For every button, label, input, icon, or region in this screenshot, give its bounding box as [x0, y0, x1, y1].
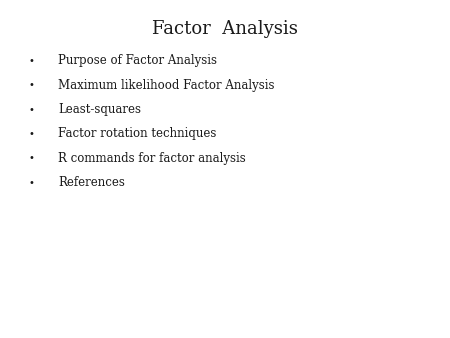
Text: Least-squares: Least-squares — [58, 103, 141, 116]
Text: •: • — [28, 177, 35, 188]
Text: Factor rotation techniques: Factor rotation techniques — [58, 127, 217, 140]
Text: References: References — [58, 176, 126, 189]
Text: Maximum likelihood Factor Analysis: Maximum likelihood Factor Analysis — [58, 79, 275, 92]
Text: •: • — [28, 104, 35, 115]
Text: •: • — [28, 56, 35, 66]
Text: R commands for factor analysis: R commands for factor analysis — [58, 152, 246, 165]
Text: •: • — [28, 129, 35, 139]
Text: Factor  Analysis: Factor Analysis — [152, 20, 298, 38]
Text: •: • — [28, 153, 35, 163]
Text: •: • — [28, 80, 35, 90]
Text: Purpose of Factor Analysis: Purpose of Factor Analysis — [58, 54, 217, 67]
